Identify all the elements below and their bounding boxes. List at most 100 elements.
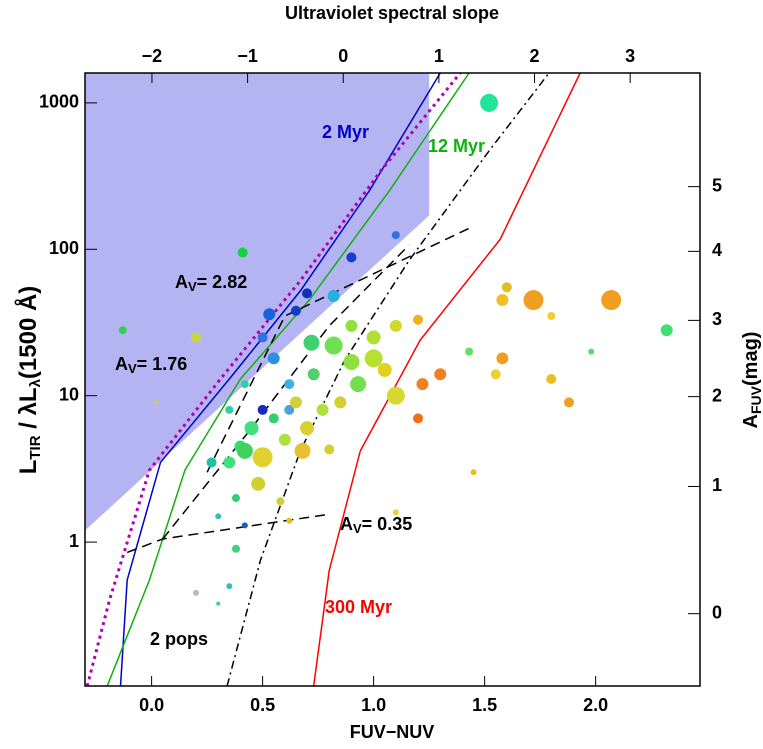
curve-label: 12 Myr (428, 136, 485, 156)
data-point (237, 247, 248, 258)
data-point (267, 352, 280, 365)
data-point (588, 348, 595, 355)
data-point (470, 469, 477, 476)
data-point (231, 544, 240, 553)
curve-label-part: A (115, 354, 128, 374)
y-label-part: (1500 Å) (14, 286, 42, 379)
data-point (226, 583, 233, 590)
y-tick-label: 100 (49, 238, 79, 258)
x-axis-label: FUV−NUV (350, 722, 435, 742)
data-point (465, 347, 474, 356)
data-point (257, 332, 268, 343)
y2-tick-label: 4 (712, 240, 722, 260)
data-point (346, 252, 357, 263)
data-point (263, 308, 276, 321)
data-point (392, 509, 399, 516)
data-point (252, 447, 273, 468)
x2-tick-label: −2 (142, 46, 163, 66)
data-point (601, 290, 622, 311)
data-point (334, 396, 347, 409)
data-point (364, 349, 383, 368)
data-point (386, 386, 405, 405)
data-point (434, 368, 447, 381)
data-point (307, 368, 320, 381)
curve-label: 300 Myr (325, 597, 392, 617)
y-tick-label: 1 (69, 531, 79, 551)
data-point (413, 413, 424, 424)
data-point (366, 330, 381, 345)
data-point (257, 404, 268, 415)
data-point (316, 403, 329, 416)
data-point (324, 336, 343, 355)
y2-tick-label: 2 (712, 385, 722, 405)
x-tick-label: 1.0 (361, 695, 386, 715)
y2-tick-label: 1 (712, 475, 722, 495)
data-point (300, 421, 315, 436)
y2-tick-label: 5 (712, 175, 722, 195)
data-point (324, 444, 335, 455)
y2-label-part: (mag) (740, 332, 762, 386)
y-tick-label: 1000 (39, 92, 79, 112)
x2-tick-label: 3 (625, 46, 635, 66)
data-point (191, 332, 202, 343)
data-point (278, 433, 291, 446)
x2-tick-label: 1 (434, 46, 444, 66)
curve-label-sub: V (353, 521, 362, 536)
curve-label: AV= 1.76 (115, 354, 187, 377)
x2-axis-label: Ultraviolet spectral slope (285, 3, 499, 23)
data-point (546, 374, 557, 385)
data-point (343, 353, 360, 370)
x-tick-label: 0.5 (250, 695, 275, 715)
plot-area (85, 73, 673, 686)
data-point (496, 294, 509, 307)
x-tick-label: 0.0 (139, 695, 164, 715)
data-point (251, 476, 266, 491)
curve-label-part: = 0.35 (362, 514, 413, 534)
model-curve (206, 227, 470, 473)
x2-tick-label: −1 (237, 46, 258, 66)
data-point (286, 517, 293, 524)
data-point (118, 326, 127, 335)
data-point (216, 601, 221, 606)
y2-label-part: A (740, 414, 762, 428)
y2-tick-label: 3 (712, 309, 722, 329)
curve-label: AV= 2.82 (175, 272, 247, 295)
curve-label-part: = 2.82 (197, 272, 248, 292)
x2-tick-label: 2 (530, 46, 540, 66)
data-point (345, 319, 358, 332)
curve-label-sub: V (188, 279, 197, 294)
data-point (225, 405, 234, 414)
data-point (284, 379, 295, 390)
data-point (154, 400, 159, 405)
data-point (276, 497, 285, 506)
data-point (547, 312, 556, 321)
data-point (241, 522, 248, 529)
data-point (231, 494, 240, 503)
data-point (480, 93, 499, 112)
curve-label: AV= 0.35 (340, 514, 412, 537)
curve-label: 2 Myr (322, 122, 369, 142)
data-point (240, 380, 249, 389)
data-point (391, 231, 400, 240)
data-point (244, 421, 259, 436)
data-point (284, 404, 295, 415)
data-point (294, 442, 311, 459)
data-point (302, 288, 313, 299)
curve-label: 2 pops (150, 629, 208, 649)
y-axis-label: LTIR / λLλ(1500 Å) (14, 286, 44, 475)
model-curve (162, 244, 410, 540)
y2-tick-label: 0 (712, 602, 722, 622)
data-point (236, 442, 253, 459)
data-point (350, 376, 367, 393)
data-point (206, 457, 217, 468)
y2-label-sub: FUV (748, 385, 763, 414)
data-point (416, 378, 429, 391)
x2-tick-label: 0 (338, 46, 348, 66)
data-point (377, 362, 392, 377)
data-point (223, 456, 236, 469)
y-label-part: L (15, 460, 42, 475)
curve-label-sub: V (128, 361, 137, 376)
x-tick-label: 2.0 (583, 695, 608, 715)
data-point (289, 396, 302, 409)
